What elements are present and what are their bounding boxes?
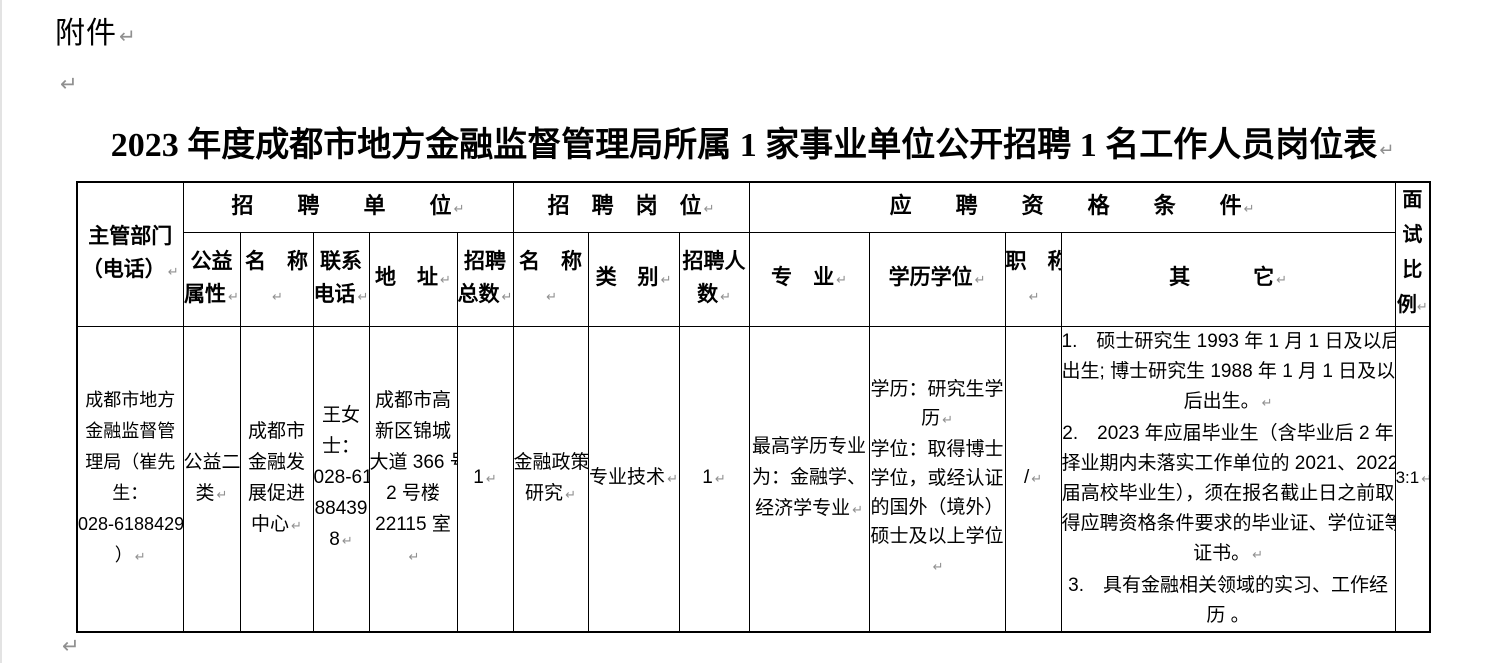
paragraph-mark-icon: ↵ (1421, 472, 1429, 487)
paragraph-mark-icon: ↵ (720, 289, 731, 305)
paragraph-mark-icon: ↵ (667, 472, 678, 487)
header-group-qualifications: 应 聘 资 格 条 件 ↵ (748, 181, 1396, 233)
cell-post-category: 专业技术 ↵ (587, 325, 680, 632)
paragraph-mark-icon: ↵ (453, 201, 465, 217)
paragraph-mark-icon: ↵ (357, 289, 369, 305)
header-degree: 学历学位 ↵ (868, 231, 1006, 327)
header-interview-ratio: 面 试 比 例↵ (1394, 181, 1431, 327)
header-welfare-type: 公益 属性 ↵ (182, 231, 241, 327)
other-requirement-2: 2. 2023 年应届毕业生（含毕业后 2 年 择业期内未落实工作单位的 202… (1061, 422, 1396, 564)
job-position-table: 主管部门 （电话） ↵ 招 聘 单 位 ↵ 招 聘 岗 位 ↵ 应 聘 资 格 条 件… (76, 181, 1432, 633)
paragraph-mark-icon: ↵ (272, 289, 283, 305)
paragraph-mark-icon: ↵ (119, 24, 137, 48)
paragraph-mark-icon: ↵ (1416, 300, 1428, 316)
cell-post-name: 金融政策 研究 ↵ (512, 325, 589, 632)
paragraph-mark-icon: ↵ (341, 534, 353, 549)
paragraph-mark-icon: ↵ (440, 273, 451, 288)
header-total-recruits: 招聘 总数 ↵ (456, 231, 514, 327)
paragraph-mark-icon: ↵ (546, 289, 557, 305)
paragraph-mark-icon: ↵ (660, 273, 672, 288)
page-title: 2023 年度成都市地方金融监督管理局所属 1 家事业单位公开招聘 1 名工作人… (110, 127, 1395, 164)
cell-supervisor-dept: 成都市地方 金融监督管 理局（崔先 生： 028-61884297 ） ↵ (76, 325, 184, 632)
paragraph-mark-icon: ↵ (1261, 395, 1273, 411)
header-supervisor-dept: 主管部门 （电话） ↵ (76, 181, 184, 327)
header-group-recruit-post: 招 聘 岗 位 ↵ (512, 181, 750, 233)
paragraph-mark-icon: ↵ (974, 273, 986, 288)
header-post-count: 招聘人 数 ↵ (678, 231, 750, 327)
header-job-title: 职 称↵ (1004, 231, 1062, 327)
cell-degree: 学历：研究生学 历 ↵ 学位：取得博士 学位，或经认证 的国外（境外） 硕士及以上… (868, 325, 1006, 632)
paragraph-mark-icon: ↵ (134, 549, 146, 565)
other-requirement-3: 3. 具有金融相关领域的实习、工作经 历 。 (1068, 574, 1388, 626)
paragraph-mark-icon: ↵ (1276, 273, 1287, 288)
paragraph-mark-icon: ↵ (1028, 289, 1040, 305)
cell-unit-name: 成都市 金融发 展促进 中心 ↵ (239, 325, 314, 632)
other-requirement-1: 1. 硕士研究生 1993 年 1 月 1 日及以后 出生; 博士研究生 198… (1061, 330, 1396, 412)
cell-major: 最高学历专业 为：金融学、 经济学专业 ↵ (748, 325, 870, 632)
paragraph-mark-icon: ↵ (228, 289, 239, 305)
header-other: 其 它 ↵ (1060, 231, 1396, 327)
header-major: 专 业 ↵ (748, 231, 870, 327)
paragraph-mark-icon: ↵ (942, 413, 953, 428)
header-post-name: 名 称↵ (512, 231, 589, 327)
header-group-recruit-unit: 招 聘 单 位 ↵ (182, 181, 514, 233)
header-unit-name: 名 称↵ (239, 231, 314, 327)
paragraph-mark-icon: ↵ (167, 264, 179, 280)
paragraph-mark-icon: ↵ (852, 503, 863, 518)
paragraph-mark-icon: ↵ (1031, 472, 1043, 487)
cell-post-count: 1 ↵ (678, 325, 750, 632)
cell-job-title: / ↵ (1004, 325, 1062, 632)
cell-interview-ratio: 3:1↵ (1394, 325, 1431, 632)
paragraph-mark-icon: ↵ (60, 72, 78, 96)
degree-education-line: 学历：研究生学 历 ↵ (870, 379, 1004, 429)
paragraph-mark-icon: ↵ (565, 487, 576, 503)
cell-total-recruits: 1 ↵ (456, 325, 514, 632)
paragraph-mark-icon: ↵ (501, 289, 513, 305)
cell-welfare-type: 公益二 类 ↵ (182, 325, 241, 632)
attachment-label: 附件 ↵ (55, 17, 137, 50)
cell-other-requirements: 1. 硕士研究生 1993 年 1 月 1 日及以后 出生; 博士研究生 198… (1060, 325, 1396, 632)
paragraph-mark-icon: ↵ (291, 518, 302, 534)
paragraph-mark-icon: ↵ (485, 472, 497, 487)
paragraph-mark-icon: ↵ (1252, 547, 1264, 563)
paragraph-mark-icon: ↵ (62, 634, 80, 658)
paragraph-mark-icon: ↵ (1243, 201, 1255, 217)
cell-address: 成都市高 新区锦城 大道 366 号 2 号楼 22115 室↵ (368, 325, 458, 632)
paragraph-mark-icon: ↵ (1379, 140, 1395, 161)
paragraph-mark-icon: ↵ (703, 201, 715, 217)
degree-degree-line: 学位：取得博士 学位，或经认证 的国外（境外） 硕士及以上学位↵ (870, 439, 1004, 575)
window-left-edge (0, 0, 2, 663)
paragraph-mark-icon: ↵ (216, 487, 228, 503)
empty-paragraph: ↵ (58, 72, 78, 97)
header-post-category: 类 别 ↵ (587, 231, 680, 327)
paragraph-mark-icon: ↵ (408, 549, 420, 565)
paragraph-mark-icon: ↵ (836, 273, 847, 288)
paragraph-mark-icon: ↵ (932, 560, 944, 575)
header-contact-phone: 联系 电话 ↵ (312, 231, 370, 327)
cell-contact-phone: 王女 士： 028-61 88439 8 ↵ (312, 325, 370, 632)
empty-paragraph: ↵ (60, 634, 80, 659)
header-address: 地 址 ↵ (368, 231, 458, 327)
paragraph-mark-icon: ↵ (714, 472, 726, 487)
